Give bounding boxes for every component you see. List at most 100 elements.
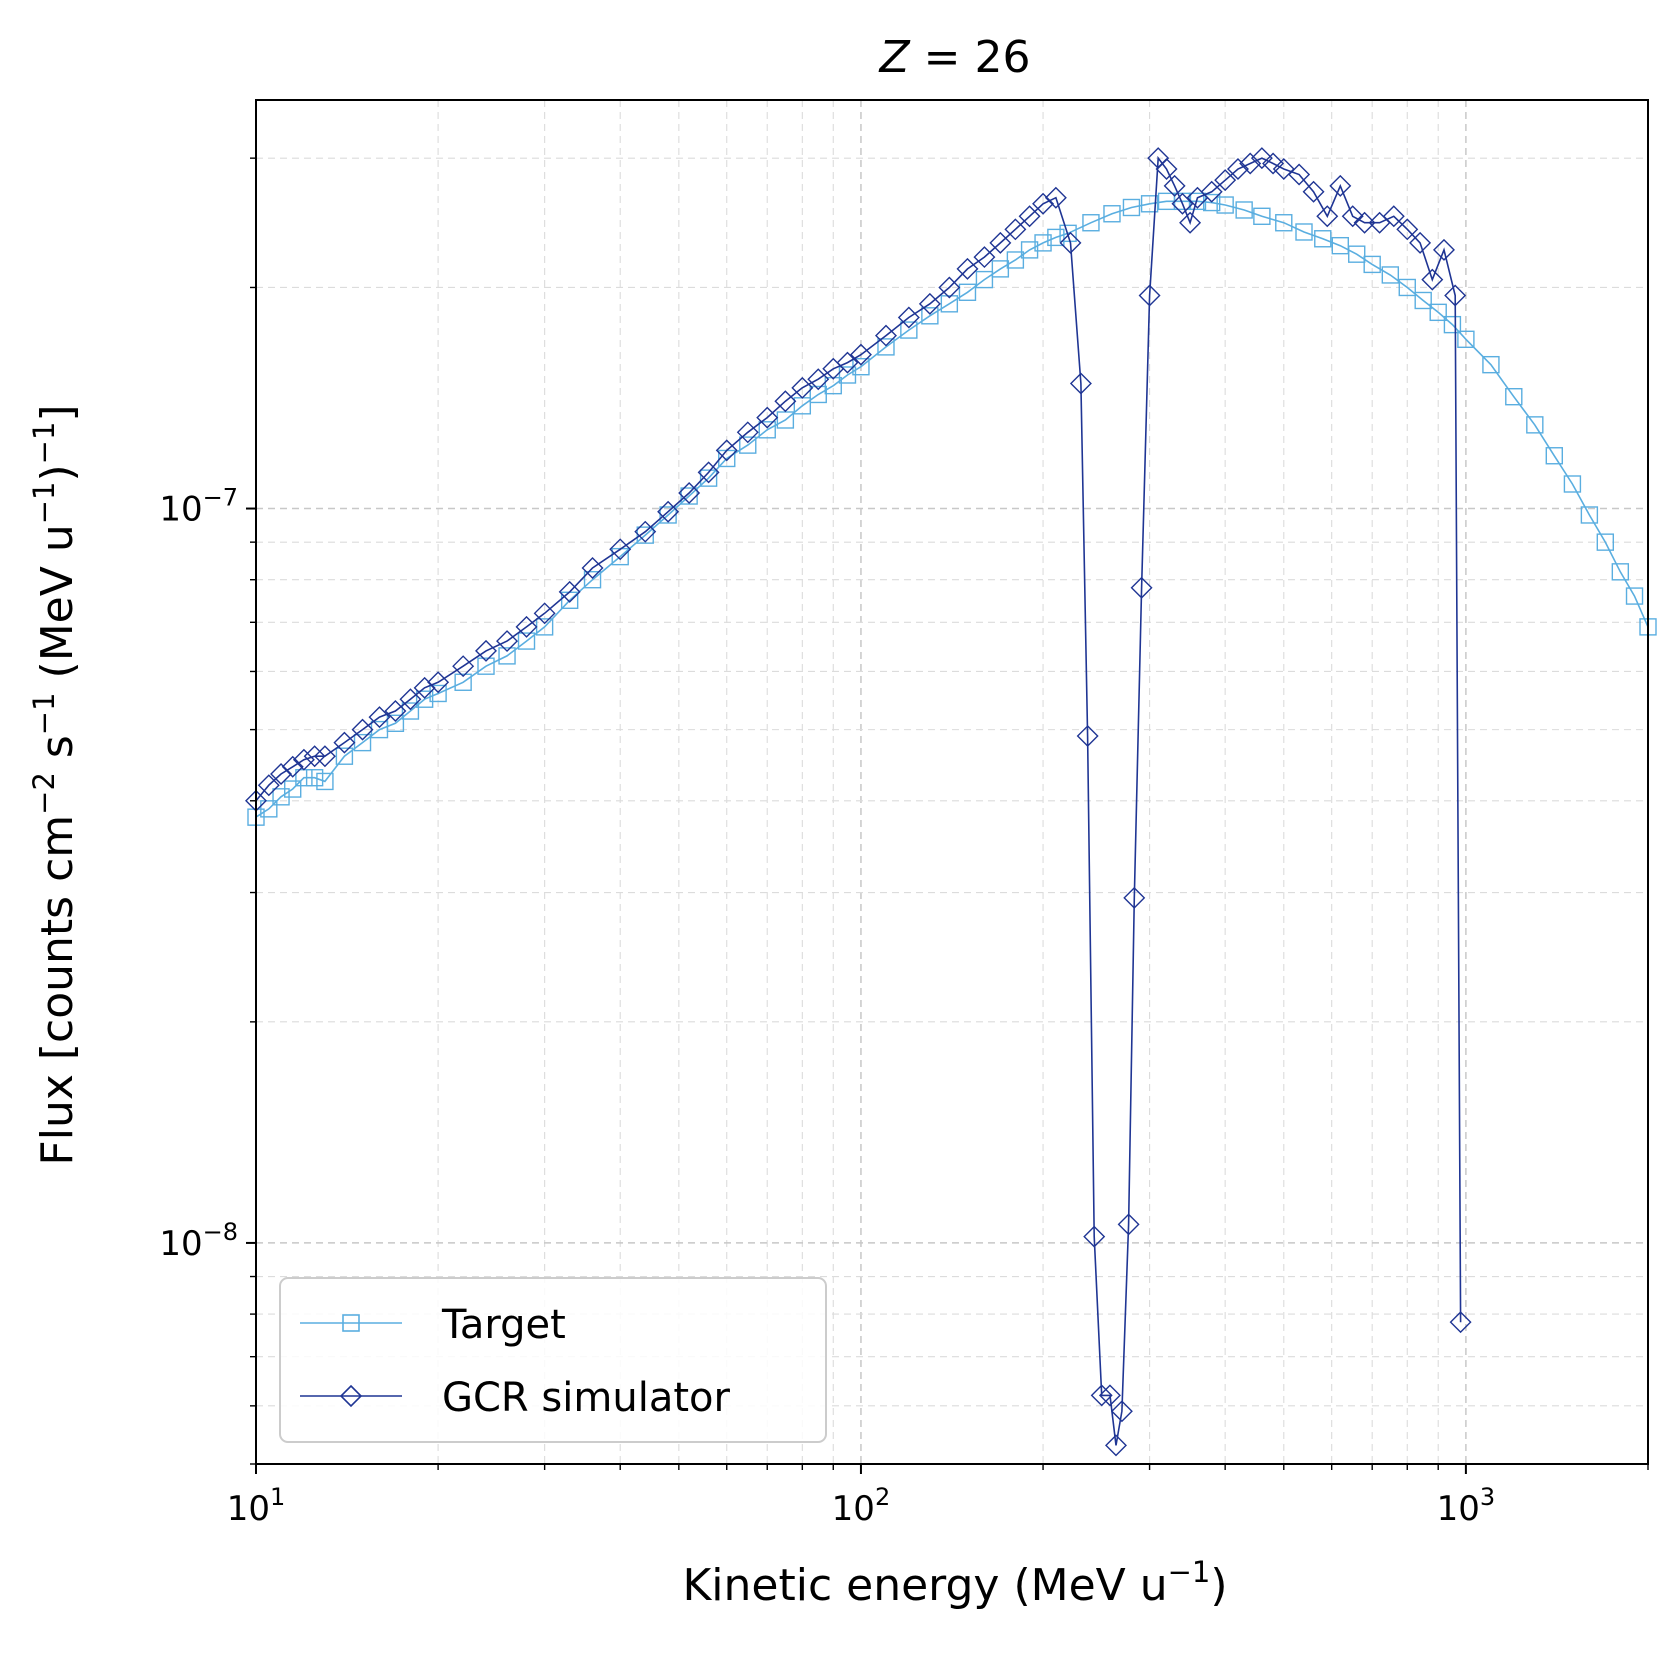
target-point: [1563, 475, 1582, 493]
gcr-point: [333, 731, 356, 754]
target-point: [900, 321, 918, 339]
gcr-point: [1155, 157, 1178, 180]
gcr-point: [452, 655, 475, 678]
gcr-point: [1059, 231, 1082, 254]
gcr-point: [1396, 218, 1419, 241]
target-point: [921, 307, 939, 325]
target-point: [1414, 291, 1432, 310]
gcr-point: [1250, 147, 1273, 170]
gcr-point: [1353, 211, 1376, 234]
gcr-point: [1044, 186, 1067, 209]
gcr-point: [1117, 1213, 1140, 1236]
target-point: [1580, 506, 1599, 524]
gcr-point: [1226, 157, 1249, 180]
target-point: [680, 487, 698, 505]
gcr-point: [918, 292, 941, 315]
gcr-point: [1018, 205, 1041, 228]
gcr-point: [1421, 268, 1444, 291]
target-point: [1295, 223, 1313, 241]
target-point: [1082, 214, 1100, 232]
target-point: [1429, 303, 1447, 322]
target-point: [284, 780, 302, 798]
gcr-point: [774, 390, 797, 413]
gcr-point: [678, 481, 701, 504]
target-point: [316, 772, 334, 791]
target-point: [809, 385, 827, 404]
series-gcr-simulator: [245, 147, 1472, 1457]
gcr-point: [874, 324, 897, 347]
gcr-point: [281, 755, 304, 778]
target-point: [477, 657, 495, 675]
gcr-point: [368, 706, 391, 729]
legend-target-label: Target: [441, 1302, 566, 1348]
gcr-point: [257, 774, 280, 797]
series-layer: [245, 147, 1657, 1457]
gcr-point: [399, 688, 422, 711]
target-point: [1526, 416, 1544, 434]
target-point: [498, 647, 516, 665]
gcr-point: [756, 406, 779, 429]
x-tick-label: 103: [1437, 1483, 1496, 1529]
target-point: [1006, 251, 1025, 269]
gcr-point: [1032, 192, 1055, 215]
target-point: [940, 295, 959, 313]
gcr-point: [836, 351, 859, 374]
gcr-point: [558, 580, 581, 603]
x-tick-label: 102: [832, 1483, 891, 1529]
gcr-point: [384, 700, 407, 723]
target-point: [1482, 355, 1500, 374]
gcr-point: [270, 763, 293, 786]
gcr-point: [1076, 725, 1099, 748]
gcr-point: [581, 556, 604, 579]
target-point: [1034, 234, 1052, 252]
target-point: [1596, 533, 1615, 551]
target-point: [386, 714, 405, 732]
target-point: [1457, 330, 1475, 349]
target-point: [1047, 228, 1065, 247]
target-point: [1625, 587, 1644, 605]
target-point: [1059, 224, 1077, 243]
gcr-point: [351, 718, 374, 741]
gcr-point: [1171, 192, 1194, 215]
target-point: [699, 469, 718, 487]
gcr-point: [715, 439, 738, 462]
target-point: [1103, 205, 1121, 223]
target-point: [1020, 241, 1039, 259]
gcr-point: [989, 231, 1012, 254]
gcr-point: [1098, 1384, 1121, 1407]
gcr-point: [1214, 169, 1237, 192]
target-point: [1611, 563, 1630, 581]
gcr-line: [255, 155, 1462, 1446]
target-point: [1363, 255, 1381, 274]
gcr-point: [533, 602, 556, 625]
gcr-point: [1090, 1384, 1113, 1407]
gcr-point: [1329, 174, 1352, 197]
gcr-point: [1138, 284, 1161, 307]
target-point: [1398, 278, 1416, 297]
gcr-point: [303, 745, 326, 768]
gcr-point: [427, 671, 450, 694]
target-point: [1545, 447, 1563, 465]
gcr-point: [515, 615, 538, 638]
target-point: [1122, 198, 1141, 217]
gcr-point: [475, 639, 497, 662]
target-point: [659, 506, 677, 524]
gcr-point: [1200, 180, 1223, 203]
legend-target-marker: [342, 1314, 360, 1332]
gcr-point: [1163, 174, 1186, 197]
target-point: [583, 571, 602, 589]
gcr-point: [1316, 205, 1339, 228]
gcr-point: [1083, 1225, 1106, 1248]
x-tick-label: 101: [227, 1483, 286, 1529]
target-point: [260, 800, 278, 818]
series-target: [247, 192, 1657, 826]
axis-ticks: 101 102 103 10−7 10−8: [159, 157, 1649, 1529]
target-point: [415, 690, 434, 708]
target-point: [975, 270, 994, 289]
gcr-point: [1004, 218, 1027, 241]
gcr-point: [1382, 205, 1405, 228]
y-tick-label: 10−7: [159, 484, 238, 530]
gcr-point: [1288, 163, 1311, 186]
target-point: [1505, 388, 1523, 406]
